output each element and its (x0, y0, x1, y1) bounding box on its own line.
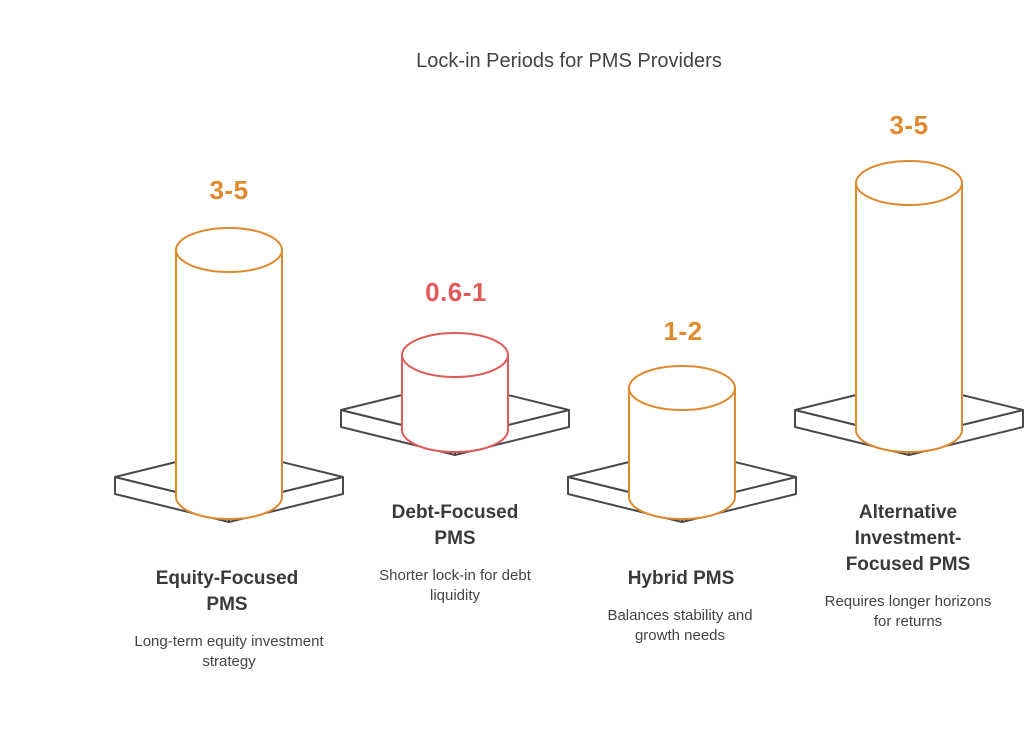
cylinder-top-alternative (855, 160, 963, 206)
value-label-alternative: 3-5 (889, 110, 929, 140)
cylinder-top-debt (401, 332, 509, 378)
cylinder-top-hybrid (628, 365, 736, 411)
cylinder-body-hybrid (628, 387, 736, 520)
cylinder-top-equity (175, 227, 283, 273)
chart-title: Lock-in Periods for PMS Providers (416, 50, 722, 72)
category-name-alternative: Alternative Investment-Focused PMS (845, 502, 971, 575)
category-name-debt: Debt-Focused PMS (391, 502, 519, 549)
category-desc-debt: Shorter lock-in for debt liquidity (379, 567, 531, 604)
category-desc-hybrid: Balances stability and growth needs (607, 607, 753, 644)
value-label-hybrid: 1-2 (663, 316, 703, 346)
cylinder-body-debt (401, 354, 509, 453)
cylinder-body-alternative (855, 182, 963, 453)
value-label-debt: 0.6-1 (425, 277, 487, 307)
category-name-hybrid: Hybrid PMS (627, 568, 735, 589)
value-label-equity: 3-5 (209, 175, 249, 205)
category-desc-alternative: Requires longer horizons for returns (824, 593, 992, 630)
category-name-equity: Equity-Focused PMS (155, 568, 299, 615)
category-desc-equity: Long-term equity investment strategy (134, 633, 324, 670)
cylinder-body-equity (175, 249, 283, 520)
